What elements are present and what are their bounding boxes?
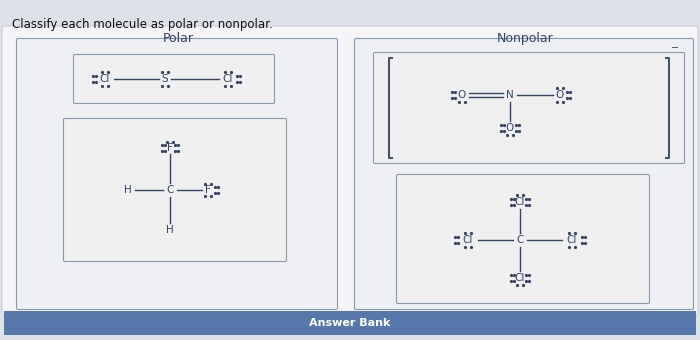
- Text: S: S: [162, 74, 168, 84]
- Text: Cl: Cl: [100, 74, 110, 84]
- FancyBboxPatch shape: [17, 38, 337, 309]
- Text: O: O: [556, 90, 564, 100]
- FancyBboxPatch shape: [64, 119, 286, 261]
- Text: Answer Bank: Answer Bank: [309, 318, 391, 328]
- Text: N: N: [506, 90, 514, 100]
- Text: Cl: Cl: [463, 235, 473, 245]
- Text: O: O: [506, 123, 514, 133]
- Text: Cl: Cl: [514, 273, 525, 283]
- Text: H: H: [124, 185, 132, 195]
- Text: F: F: [167, 143, 173, 153]
- Text: Cl: Cl: [567, 235, 577, 245]
- Text: H: H: [166, 225, 174, 235]
- FancyBboxPatch shape: [374, 52, 685, 164]
- FancyBboxPatch shape: [354, 38, 694, 309]
- Text: F: F: [205, 185, 211, 195]
- Text: Classify each molecule as polar or nonpolar.: Classify each molecule as polar or nonpo…: [12, 18, 273, 31]
- FancyBboxPatch shape: [74, 54, 274, 103]
- Text: Cl: Cl: [223, 74, 233, 84]
- FancyBboxPatch shape: [396, 174, 650, 304]
- Text: −: −: [671, 43, 679, 53]
- Text: Nonpolar: Nonpolar: [496, 32, 554, 45]
- Text: C: C: [167, 185, 174, 195]
- Text: C: C: [517, 235, 524, 245]
- Text: Polar: Polar: [162, 32, 193, 45]
- FancyBboxPatch shape: [2, 26, 698, 315]
- Text: O: O: [458, 90, 466, 100]
- Text: Cl: Cl: [514, 197, 525, 207]
- Bar: [4, 311, 696, 335]
